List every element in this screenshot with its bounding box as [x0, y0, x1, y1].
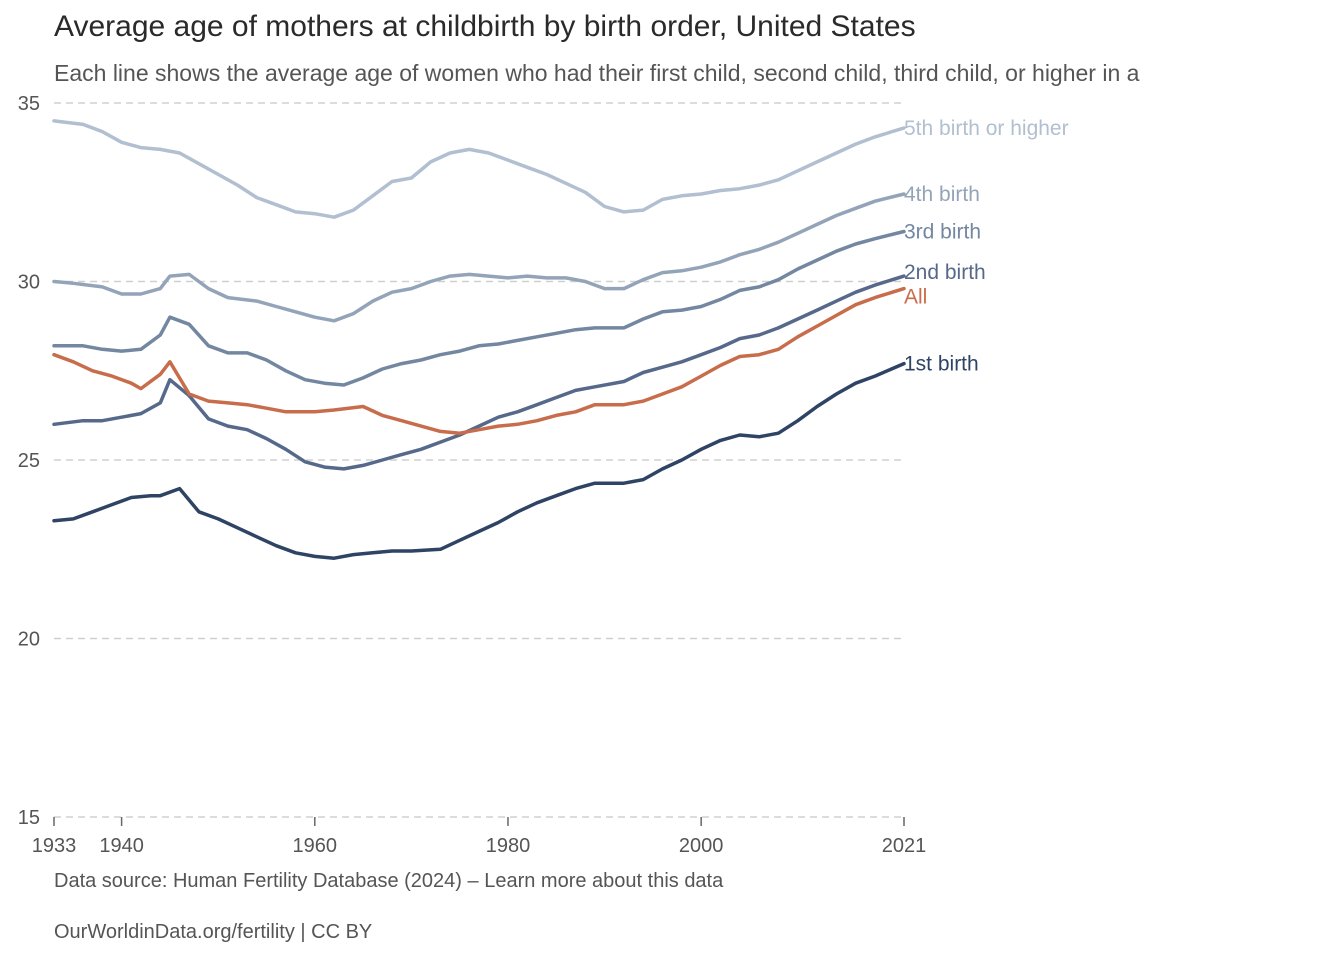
series-label-1st-birth: 1st birth [904, 353, 979, 376]
series-label-3rd-birth: 3rd birth [904, 221, 981, 244]
series-line-4th-birth [52, 192, 906, 323]
x-tick-label-1940: 1940 [99, 835, 144, 857]
axes: 15 20 25 30 35 1933 1940 1960 1980 2000 2021 [18, 93, 927, 857]
y-tick-label-30: 30 [18, 272, 40, 294]
line-chart: 15 20 25 30 35 1933 1940 1960 1980 2000 2021 5th b… [18, 93, 1069, 857]
series-labels: 5th birth or higher 4th birth 3rd birth 2nd… [904, 117, 1069, 376]
data-source-note[interactable]: Data source: Human Fertility Database (2… [54, 870, 724, 892]
x-tick-label-1933: 1933 [32, 835, 77, 857]
series-line-2nd-birth [52, 274, 906, 471]
series-label-4th-birth: 4th birth [904, 183, 980, 206]
series-line-1st-birth [52, 361, 906, 560]
x-tick-label-1980: 1980 [486, 835, 531, 857]
chart-title: Average age of mothers at childbirth by … [54, 10, 916, 43]
grid-lines [54, 102, 904, 640]
series-line-5th-birth-or-higher [52, 119, 906, 219]
x-tick-label-2021: 2021 [882, 835, 927, 857]
chart-subtitle: Each line shows the average age of women… [54, 60, 1140, 86]
series-label-5th-birth-or-higher: 5th birth or higher [904, 117, 1069, 140]
series-label-2nd-birth: 2nd birth [904, 261, 986, 284]
series-line-all [52, 286, 906, 435]
y-tick-label-15: 15 [18, 807, 40, 829]
series-lines [52, 119, 906, 560]
series-label-all: All [904, 286, 927, 309]
x-tick-label-2000: 2000 [679, 835, 724, 857]
y-tick-label-35: 35 [18, 93, 40, 115]
series-line-3rd-birth [52, 229, 906, 387]
license-note[interactable]: OurWorldinData.org/fertility | CC BY [54, 921, 373, 943]
y-tick-label-20: 20 [18, 629, 40, 651]
y-tick-label-25: 25 [18, 450, 40, 472]
x-tick-label-1960: 1960 [293, 835, 338, 857]
